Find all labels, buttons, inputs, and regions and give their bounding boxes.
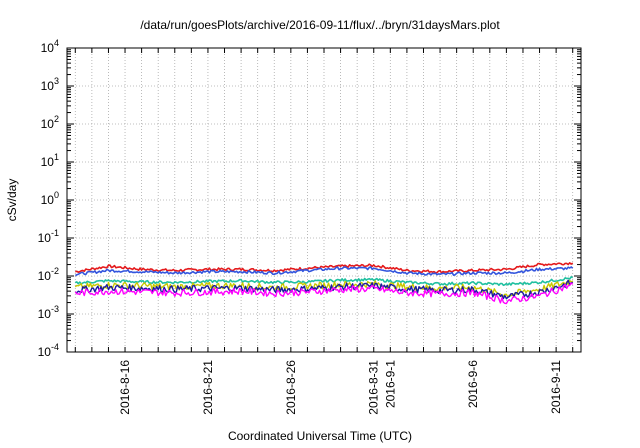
y-tick-label: 10-1 [38, 228, 59, 245]
y-tick-labels: 104 103 102 101 100 10-1 10-2 10-3 10-4 [38, 38, 59, 359]
x-tick-label: 2016-8-16 [118, 360, 132, 415]
x-tick-label: 2016-8-31 [367, 360, 381, 415]
x-tick-label: 2016-9-1 [383, 360, 397, 408]
series-line [75, 261, 574, 274]
x-axis-label: Coordinated Universal Time (UTC) [227, 429, 413, 443]
x-tick-label: 2016-8-21 [201, 360, 215, 415]
y-tick-label: 10-2 [38, 266, 59, 283]
x-tick-label: 2016-8-26 [284, 360, 298, 415]
y-tick-label: 10-4 [38, 342, 59, 359]
y-tick-label: 102 [41, 114, 59, 131]
y-tick-label: 101 [41, 152, 59, 169]
y-tick-label: 100 [41, 190, 59, 207]
y-tick-label: 103 [41, 76, 59, 93]
axis-ticks [67, 47, 581, 353]
series-line [74, 282, 574, 305]
chart-title: /data/run/goesPlots/archive/2016-09-11/f… [140, 18, 500, 32]
x-tick-label: 2016-9-6 [466, 360, 480, 408]
y-tick-label: 104 [41, 38, 59, 55]
series-line [74, 279, 574, 298]
y-axis-label: cSv/day [5, 178, 19, 222]
series-line [74, 275, 574, 287]
x-tick-label: 2016-9-11 [549, 360, 563, 414]
series-line [75, 279, 573, 300]
x-tick-labels: 2016-8-16 2016-8-21 2016-8-26 2016-8-31 2016… [118, 360, 563, 415]
grid-lines [67, 47, 581, 353]
series-lines [74, 261, 574, 305]
series-line [74, 266, 574, 277]
y-tick-label: 10-3 [38, 304, 59, 321]
